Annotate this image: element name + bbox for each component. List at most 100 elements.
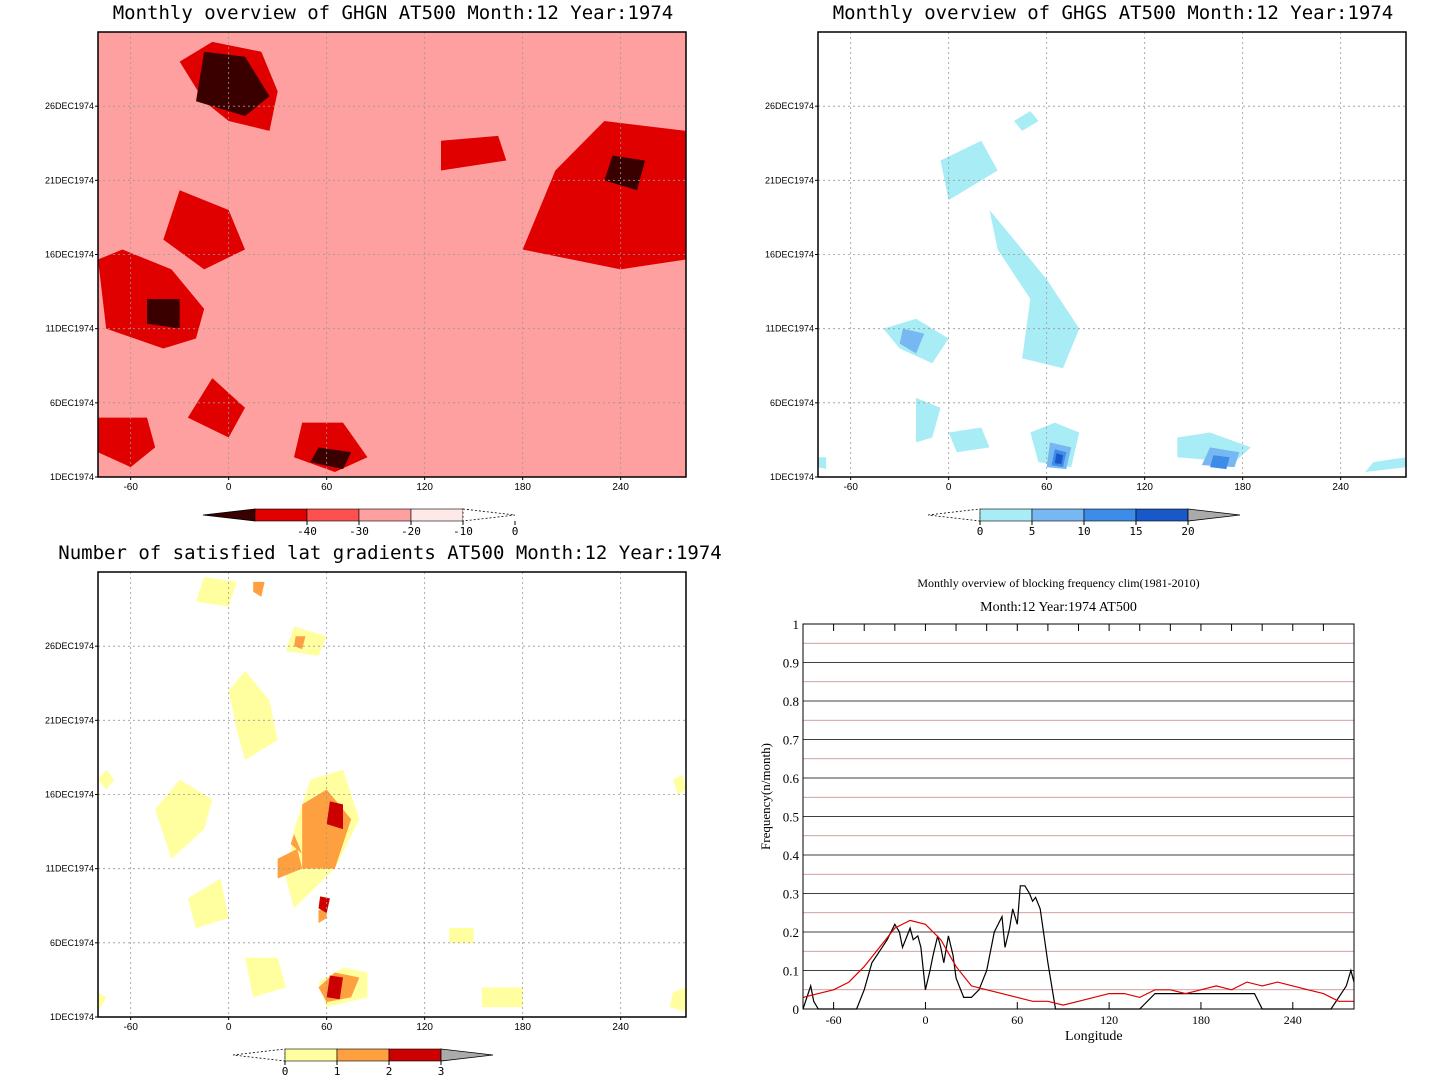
ghgs-frame (817, 31, 1407, 478)
latgrad-y-tick-label: 16DEC1974 (45, 790, 94, 800)
ghgs-y-tick-label: 21DEC1974 (765, 175, 814, 185)
latgrad-colorbar-label: 0 (282, 1065, 289, 1078)
ghgn-contour-region (138, 61, 196, 102)
latgrad-x-tick-label: 120 (416, 1022, 433, 1033)
line-chart-y-tick-label: 0.2 (783, 925, 799, 940)
line-chart-y-tick-label: 1 (793, 617, 800, 632)
line-chart-y-tick-label: 0.9 (783, 656, 799, 671)
latgrad-contour-region (228, 670, 278, 760)
ghgs-contour-region (989, 210, 1080, 369)
ghgn-colorbar-box (254, 508, 308, 522)
latgrad-contour-region (277, 848, 303, 879)
ghgs-title: Monthly overview of GHGS AT500 Month:12 … (832, 2, 1394, 24)
ghgs-colorbar-box (1135, 508, 1189, 522)
latgrad-contour-region (318, 896, 330, 914)
ghgn-y-tick-label: 11DEC1974 (46, 324, 94, 334)
line-chart-x-label: Longitude (1065, 1029, 1123, 1044)
latgrad-colorbar-right-end (440, 1048, 494, 1062)
line-chart-title: Monthly overview of blocking frequency c… (917, 576, 1199, 590)
latgrad-colorbar-label: 1 (334, 1065, 341, 1078)
ghgs-contour-region (1365, 457, 1406, 473)
ghgn-colorbar-label: 0 (512, 525, 519, 538)
latgrad-x-tick-label: 60 (321, 1022, 333, 1033)
ghgn-colorbar-right-end (462, 508, 516, 522)
ghgs-colorbar-box (1083, 508, 1137, 522)
ghgs-x-tick-label: -60 (843, 482, 858, 493)
ghgs-colorbar-left-end (927, 508, 981, 522)
latgrad-contour-region (326, 801, 343, 830)
line-chart-y-tick-label: 0.6 (783, 771, 800, 786)
latgrad-contour-region (253, 581, 265, 597)
line-chart-y-tick-label: 0.5 (783, 810, 799, 825)
ghgn-frame (97, 31, 687, 478)
ghgs-colorbar-label: 10 (1077, 525, 1090, 538)
ghgn-colorbar-box (410, 508, 464, 522)
ghgs-colorbar: 0 5 10 15 20 (927, 508, 1241, 538)
ghgn-title: Monthly overview of GHGN AT500 Month:12 … (112, 2, 674, 24)
line-chart-y-tick-label: 0.1 (783, 964, 799, 979)
ghgs-x-tick-label: 0 (946, 482, 952, 493)
ghgs-colorbar-label: 20 (1181, 525, 1194, 538)
ghgn-y-tick-label: 1DEC1974 (50, 472, 94, 482)
latgrad-x-tick-label: 240 (612, 1022, 629, 1033)
line-chart-y-tick-label: 0.8 (783, 694, 799, 709)
ghgn-contour-region (163, 190, 245, 270)
latgrad-colorbar: 0 1 2 3 (232, 1048, 494, 1078)
ghgn-contour-region (187, 378, 245, 438)
ghgs-contour-region (916, 397, 941, 443)
latgrad-y-tick-label: 26DEC1974 (45, 641, 94, 651)
line-chart-subtitle: Month:12 Year:1974 AT500 (980, 600, 1137, 615)
line-chart-x-tick-label: 0 (922, 1013, 928, 1027)
ghgn-x-tick-label: 240 (612, 482, 629, 493)
ghgs-y-tick-label: 6DEC1974 (770, 398, 814, 408)
ghgn-contour-region (147, 299, 180, 329)
ghgs-colorbar-box (1031, 508, 1085, 522)
latgrad-y-tick-label: 21DEC1974 (45, 715, 94, 725)
latgrad-contour-region (98, 769, 115, 790)
line-chart-x-tick-label: -60 (826, 1013, 842, 1027)
ghgs-y-tick-label: 26DEC1974 (765, 101, 814, 111)
ghgs-colorbar-label: 5 (1029, 525, 1036, 538)
ghgn-y-tick-label: 16DEC1974 (45, 250, 94, 260)
ghgs-plot-area (818, 32, 1406, 477)
ghgs-contour-region (1014, 111, 1039, 131)
ghgn-heatmap: 1DEC1974 6DEC1974 11DEC1974 16DEC1974 21DEC1… (45, 31, 687, 493)
ghgn-contour-region (343, 160, 515, 463)
ghgs-y-tick-label: 1DEC1974 (770, 472, 814, 482)
ghgn-y-tick-label: 26DEC1974 (45, 101, 94, 111)
latgrad-y-tick-label: 6DEC1974 (50, 938, 94, 948)
ghgn-colorbar-label: -40 (297, 525, 317, 538)
ghgs-y-tick-label: 11DEC1974 (766, 324, 814, 334)
latgrad-contour-region (290, 834, 303, 854)
latgrad-title: Number of satisfied lat gradients AT500 … (58, 542, 722, 564)
ghgs-x-tick-label: 180 (1234, 482, 1251, 493)
ghgn-contour-region (604, 155, 646, 191)
latgrad-heatmap: 1DEC1974 6DEC1974 11DEC1974 16DEC1974 21DEC1… (45, 571, 687, 1033)
ghgs-heatmap: 1DEC1974 6DEC1974 11DEC1974 16DEC1974 21DEC1… (765, 31, 1407, 493)
latgrad-contour-region (187, 878, 229, 928)
blocking-frequency-chart: Monthly overview of blocking frequency c… (758, 576, 1355, 1044)
latgrad-contour-region (669, 987, 686, 1013)
ghgs-x-tick-label: 120 (1136, 482, 1153, 493)
ghgs-x-tick-label: 60 (1041, 482, 1053, 493)
ghgn-contour-region (98, 417, 156, 468)
ghgn-x-tick-label: 120 (416, 482, 433, 493)
latgrad-contour-region (285, 626, 327, 657)
ghgn-contour-region (196, 51, 270, 117)
line-chart-x-tick-label: 240 (1284, 1013, 1302, 1027)
line-chart-y-label: Frequency(n/month) (758, 743, 773, 850)
latgrad-colorbar-label: 3 (438, 1065, 445, 1078)
ghgn-colorbar-label: -20 (401, 525, 421, 538)
line-chart-x-tick-label: 60 (1011, 1013, 1023, 1027)
latgrad-contour-region (196, 576, 237, 607)
ghgs-contour-region (818, 457, 827, 470)
ghgn-contour-region (522, 121, 686, 270)
ghgs-x-tick-label: 240 (1332, 482, 1349, 493)
latgrad-frame (97, 571, 687, 1018)
ghgs-colorbar-label: 15 (1129, 525, 1142, 538)
ghgn-colorbar-label: -10 (453, 525, 473, 538)
latgrad-contour-region (155, 779, 213, 859)
latgrad-x-tick-label: 180 (514, 1022, 531, 1033)
line-chart-y-tick-label: 0 (793, 1002, 800, 1017)
latgrad-contour-region (245, 957, 286, 998)
